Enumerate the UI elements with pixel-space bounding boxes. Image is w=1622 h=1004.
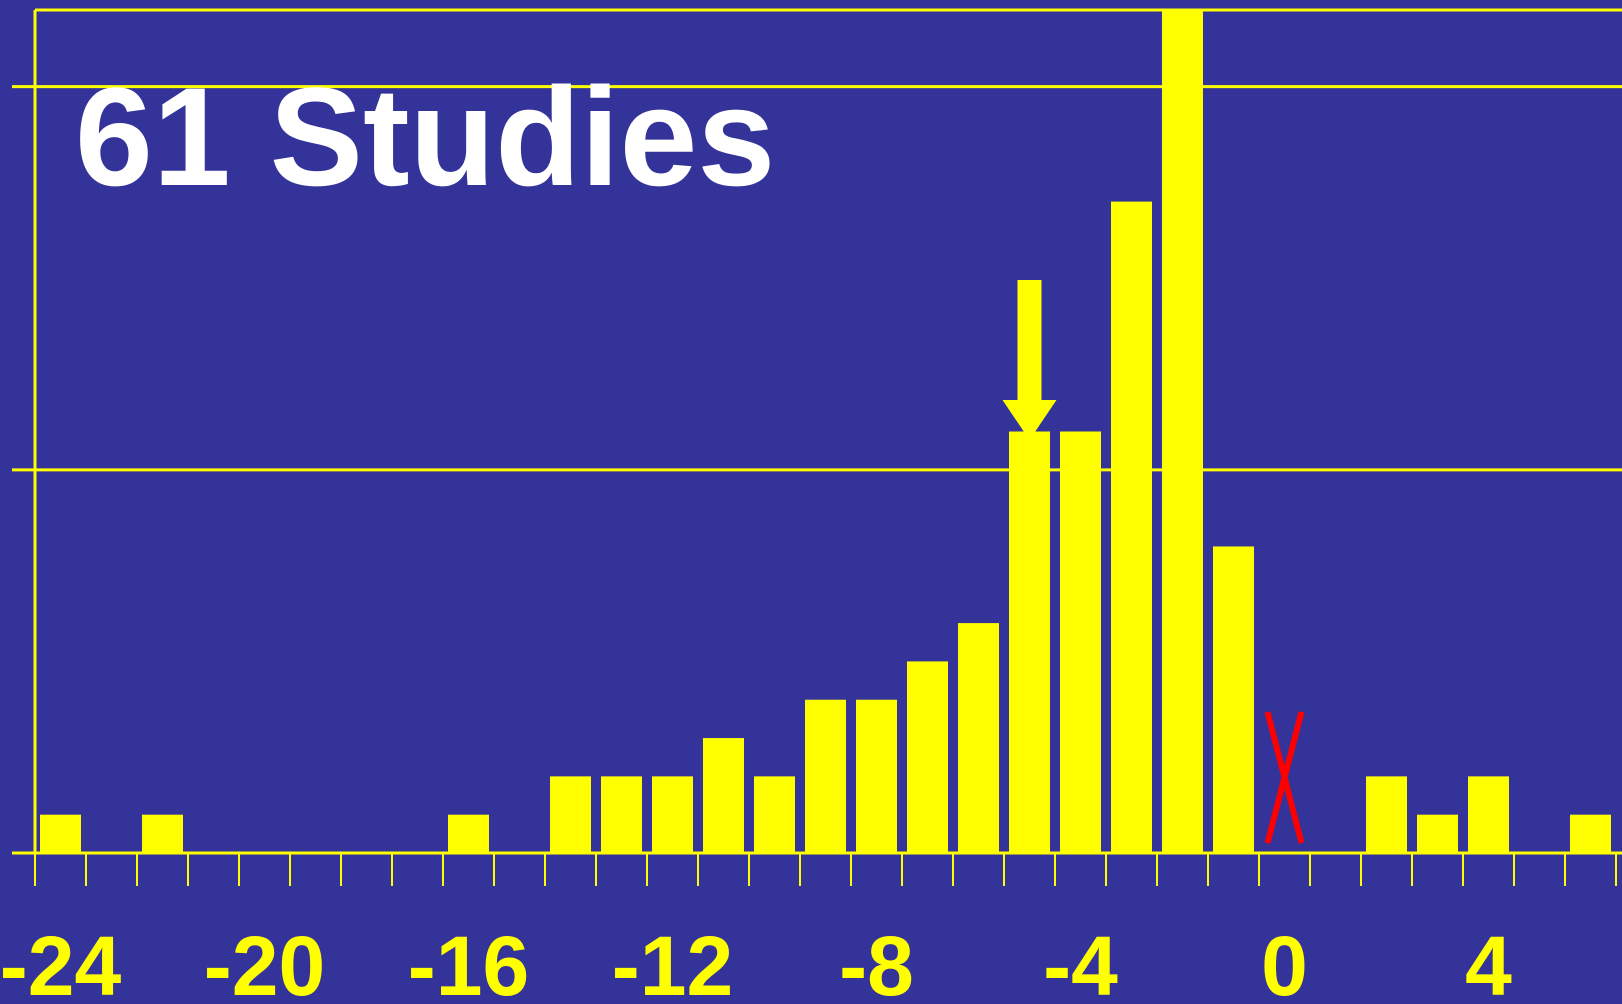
bar [805,699,846,853]
bar [754,776,795,853]
bar [907,661,948,853]
bar [1111,201,1152,853]
gridlines [12,8,1622,853]
arrow-head [1002,400,1057,440]
x-tick-label: -8 [839,919,914,1004]
x-tick-label: -12 [612,919,733,1004]
bar [1417,814,1458,853]
down-arrow-icon [1002,280,1057,440]
x-tick-label: 0 [1261,919,1308,1004]
x-mark-stroke [1264,711,1305,844]
x-tick-label: -4 [1043,919,1118,1004]
bar [1468,776,1509,853]
x-tick-label: 4 [1465,919,1512,1004]
bar [652,776,693,853]
bar [448,814,489,853]
x-mark-icon [1264,711,1305,844]
bar [1570,814,1611,853]
x-tick-label: -16 [408,919,529,1004]
bar [1162,10,1203,853]
bars [40,10,1611,853]
x-tick-labels: -24 -20 -16 -12 -8 -4 0 4 [0,919,1512,1004]
arrow-shaft [1017,280,1042,402]
x-axis [12,851,1622,886]
bar [1009,431,1050,853]
bar [142,814,183,853]
bar [601,776,642,853]
bar [1366,776,1407,853]
bar [1213,546,1254,853]
bar [40,814,81,853]
x-tick-label: -24 [0,919,121,1004]
annotations [1002,280,1305,844]
bar [550,776,591,853]
chart-title: 61 Studies [75,58,775,215]
bar [958,623,999,853]
bar [703,738,744,853]
bar [856,699,897,853]
x-tick-label: -20 [204,919,325,1004]
bar [1060,431,1101,853]
